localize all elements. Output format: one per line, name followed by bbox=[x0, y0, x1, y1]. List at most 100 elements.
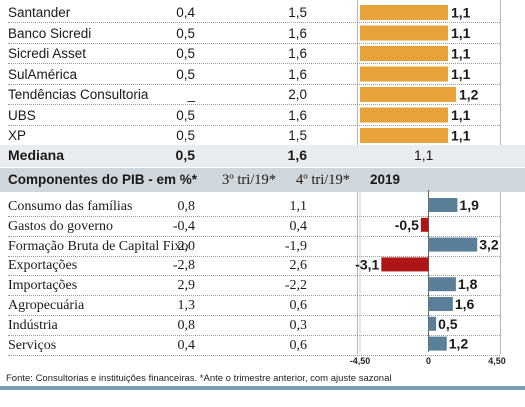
row-separator bbox=[8, 255, 500, 257]
row-value-1: 0,5 bbox=[176, 66, 195, 82]
bar bbox=[428, 316, 437, 331]
bar bbox=[428, 277, 456, 292]
row-separator bbox=[8, 63, 500, 64]
row-separator bbox=[8, 334, 500, 336]
column-divider bbox=[357, 192, 358, 354]
bar bbox=[428, 297, 453, 311]
row-label: Sicredi Asset bbox=[8, 46, 87, 61]
row-value-2: 1,1 bbox=[289, 199, 308, 214]
median-label: Mediana bbox=[8, 147, 65, 163]
table-row: Importações 2,9 -2,2 bbox=[0, 275, 525, 297]
row-label: SulAmérica bbox=[8, 66, 78, 82]
row-value-1: 0,8 bbox=[177, 317, 196, 333]
row-separator bbox=[8, 124, 500, 126]
row-label: XP bbox=[8, 128, 27, 143]
bar bbox=[360, 46, 448, 61]
bar-value-label: 1,1 bbox=[451, 5, 471, 21]
row-separator bbox=[8, 315, 500, 316]
components-title: Componentes do PIB - em %* bbox=[8, 172, 198, 187]
row-separator bbox=[8, 83, 500, 85]
tick-label: -4,50 bbox=[350, 356, 371, 366]
row-label: Exportações bbox=[8, 258, 78, 274]
row-separator bbox=[8, 104, 500, 105]
row-value-2: 1,6 bbox=[288, 66, 307, 82]
row-value-1: 0,4 bbox=[177, 337, 196, 353]
bar bbox=[360, 87, 456, 102]
bar-value-label: 1,2 bbox=[449, 336, 469, 352]
row-value-2: 1,6 bbox=[288, 25, 307, 41]
median-band bbox=[0, 145, 525, 167]
row-value-1: 0,5 bbox=[176, 107, 195, 123]
bar bbox=[381, 257, 429, 272]
row-separator bbox=[8, 216, 500, 217]
table-row: Sicredi Asset 0,5 1,6 bbox=[0, 43, 525, 64]
row-value-2: 2,6 bbox=[289, 258, 308, 274]
row-label: Indústria bbox=[8, 317, 58, 333]
median-value-1: 0,5 bbox=[175, 147, 195, 163]
bottom-rule bbox=[0, 386, 525, 390]
bar-value-label: -0,5 bbox=[395, 217, 419, 233]
row-label: Tendências Consultoria bbox=[8, 87, 149, 102]
tick-label: 0 bbox=[426, 356, 431, 366]
table-row: SulAmérica 0,5 1,6 bbox=[0, 64, 525, 85]
row-value-1: 0,4 bbox=[176, 5, 195, 20]
median-value-3: 1,1 bbox=[414, 147, 434, 163]
median-row: Mediana 0,5 1,6 1,1 bbox=[0, 145, 525, 166]
row-label: Importações bbox=[8, 278, 78, 294]
row-value-1: -0,4 bbox=[172, 218, 195, 234]
bar bbox=[428, 336, 447, 351]
table-row: Serviços 0,4 0,6 bbox=[0, 335, 525, 356]
bar bbox=[360, 25, 448, 41]
row-separator bbox=[8, 354, 500, 356]
table-row: Agropecuária 1,3 0,6 bbox=[0, 295, 525, 316]
bar-value-label: 1,1 bbox=[451, 128, 471, 144]
table-row: Banco Sicredi 0,5 1,6 bbox=[0, 23, 525, 44]
row-label: Serviços bbox=[8, 337, 57, 353]
row-separator bbox=[8, 22, 500, 23]
row-value-1: _ bbox=[187, 87, 195, 102]
header-col-2019: 2019 bbox=[370, 172, 401, 187]
column-divider bbox=[500, 192, 501, 354]
row-value-2: -1,9 bbox=[284, 238, 307, 254]
bar-value-label: 0,5 bbox=[438, 316, 458, 332]
row-value-1: 1,3 bbox=[177, 298, 196, 313]
row-value-2: 0,6 bbox=[289, 298, 308, 313]
row-value-2: 1,5 bbox=[288, 5, 307, 20]
table-row: Consumo das famílias 0,8 1,1 bbox=[0, 196, 525, 217]
table-row: Formação Bruta de Capital Fixo 2,0 -1,9 bbox=[0, 236, 525, 257]
source-footnote: Fonte: Consultorias e instituições finan… bbox=[6, 373, 392, 384]
row-label: Santander bbox=[8, 5, 71, 20]
row-label: Formação Bruta de Capital Fixo bbox=[8, 238, 189, 254]
row-value-1: 0,5 bbox=[176, 128, 195, 143]
bar-value-label: 1,6 bbox=[455, 296, 475, 312]
bar bbox=[420, 217, 429, 232]
table-row: Santander 0,4 1,5 bbox=[0, 2, 525, 23]
table-row: Indústria 0,8 0,3 bbox=[0, 315, 525, 336]
row-separator bbox=[8, 42, 500, 44]
row-value-1: 0,5 bbox=[176, 25, 195, 41]
row-value-2: 0,4 bbox=[289, 218, 308, 234]
row-value-2: 1,6 bbox=[288, 107, 307, 123]
row-value-2: 0,3 bbox=[289, 317, 308, 333]
row-label: Banco Sicredi bbox=[8, 25, 92, 41]
bar bbox=[428, 237, 478, 252]
header-col-3tri: 3º tri/19* bbox=[222, 172, 277, 188]
bar bbox=[360, 107, 448, 123]
row-value-1: 0,8 bbox=[177, 199, 196, 214]
row-value-1: 2,0 bbox=[177, 238, 196, 254]
row-label: Agropecuária bbox=[8, 298, 85, 313]
bar-value-label: 1,1 bbox=[451, 107, 471, 123]
row-value-2: 2,0 bbox=[288, 87, 307, 102]
projections-bar-chart: 1,1 1,1 1,1 1,1 1,2 1,1 1,1 bbox=[360, 5, 479, 144]
table-row: UBS 0,5 1,6 bbox=[0, 105, 525, 126]
row-value-1: -2,8 bbox=[172, 258, 195, 274]
components-header: Componentes do PIB - em %* 3º tri/19* 4º… bbox=[0, 168, 525, 192]
row-label: Gastos do governo bbox=[8, 218, 113, 234]
tick-label: 4,50 bbox=[488, 356, 506, 366]
median-value-2: 1,6 bbox=[287, 147, 307, 163]
bar-value-label: -3,1 bbox=[355, 256, 379, 272]
header-col-4tri: 4º tri/19* bbox=[296, 172, 351, 188]
bar-value-label: 1,1 bbox=[451, 66, 471, 82]
row-value-2: 1,5 bbox=[288, 128, 307, 143]
table-row: Tendências Consultoria _ 2,0 bbox=[0, 84, 525, 105]
